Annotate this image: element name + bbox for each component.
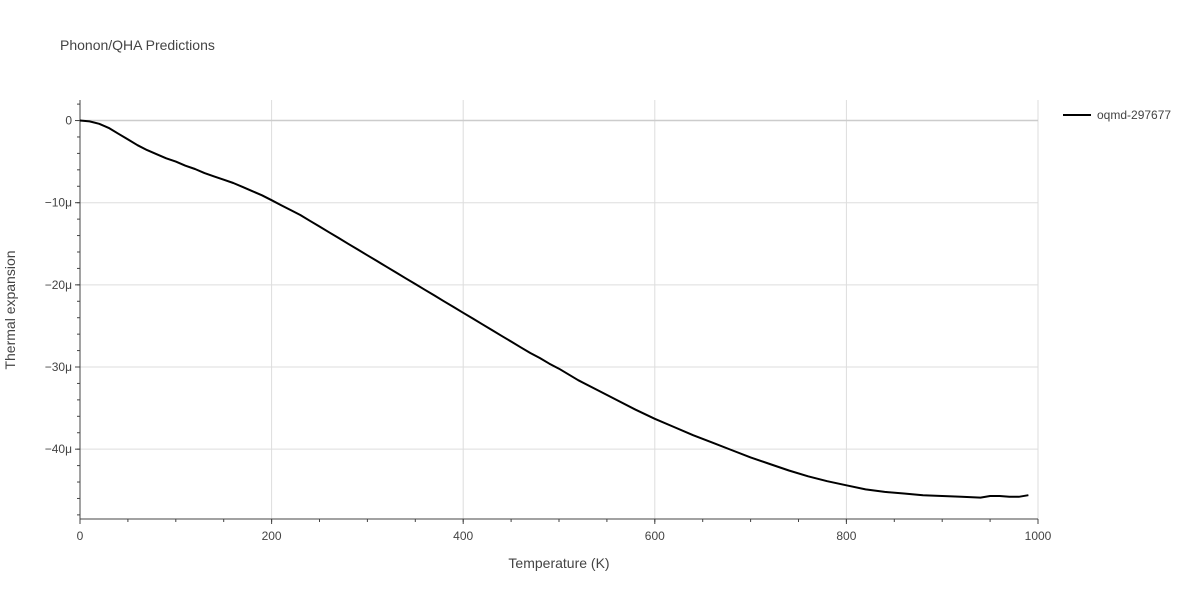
x-axis-title: Temperature (K) (508, 555, 609, 571)
y-tick-label: −40μ (45, 442, 72, 456)
y-tick-label: −20μ (45, 278, 72, 292)
series-line-oqmd-297677 (79, 119, 1029, 499)
x-tick-label: 0 (77, 529, 84, 543)
chart-title: Phonon/QHA Predictions (60, 37, 215, 53)
axes-layer (75, 100, 1039, 524)
legend[interactable]: oqmd-297677 (1063, 108, 1171, 122)
ticks-layer: 0 200 400 600 800 1000 0 −10μ −20μ −30μ −40μ (45, 114, 1052, 543)
y-tick-label: −30μ (45, 360, 72, 374)
plot-layer (79, 119, 1029, 499)
x-tick-label: 400 (453, 529, 473, 543)
y-tick-label: −10μ (45, 196, 72, 210)
x-tick-label: 1000 (1025, 529, 1052, 543)
x-tick-label: 800 (836, 529, 856, 543)
grid-layer (80, 100, 1039, 519)
x-tick-label: 200 (262, 529, 282, 543)
x-tick-label: 600 (645, 529, 665, 543)
legend-item-label: oqmd-297677 (1097, 108, 1171, 122)
y-axis-title: Thermal expansion (2, 250, 18, 369)
y-tick-label: 0 (65, 114, 72, 128)
